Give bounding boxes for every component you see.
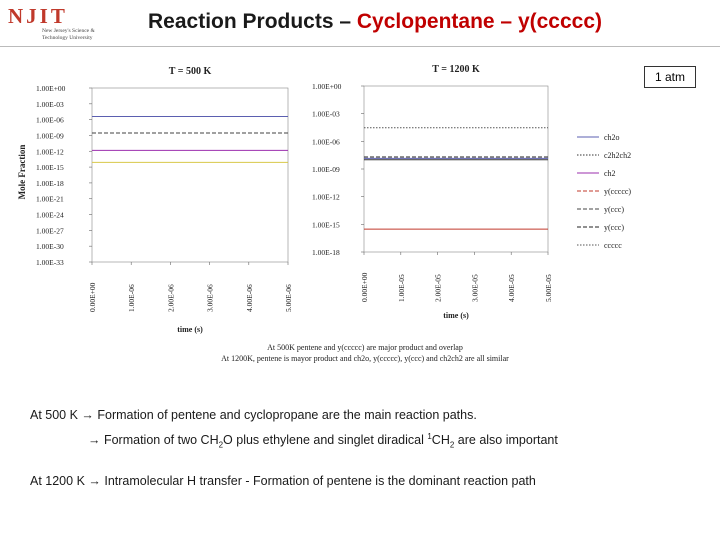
x-tick-label: 1.00E-06: [127, 284, 136, 312]
y-tick-label: 1.00E-12: [36, 147, 64, 156]
y-tick-label: 1.00E-09: [36, 131, 64, 140]
x-tick-label: 1.00E-05: [397, 274, 406, 302]
y-tick-label: 1.00E-30: [36, 242, 64, 251]
title-prefix: Reaction Products –: [148, 10, 357, 33]
logo-mark: NJIT: [8, 4, 68, 28]
legend-entry: y(ccc): [604, 205, 624, 214]
observation-500k-ch2o: → Formation of two CH2O plus ethylene an…: [88, 432, 558, 450]
legend-entry: y(ccccc): [604, 187, 631, 196]
legend-entry: ccccc: [604, 241, 622, 250]
y-tick-label: 1.00E-12: [312, 193, 340, 202]
obs-b-prefix: → Formation of two CH: [88, 433, 219, 448]
x-tick-label: 5.00E-05: [544, 274, 553, 302]
slide-title: Reaction Products – Cyclopentane – y(ccc…: [110, 10, 640, 34]
legend-entry: ch2o: [604, 133, 620, 142]
y-tick-label: 1.00E+00: [36, 84, 66, 93]
y-tick-label: 1.00E-09: [312, 165, 340, 174]
y-tick-label: 1.00E-33: [36, 258, 64, 267]
y-tick-label: 1.00E-06: [312, 137, 340, 146]
y-tick-label: 1.00E-24: [36, 211, 64, 220]
plot-frame: [91, 87, 289, 263]
mole-fraction-figure: Mole Fraction T = 500 K 1.00E+00 1.00E-03 1…: [17, 64, 631, 334]
caption-line-1: At 500K pentene and y(ccccc) are major p…: [267, 343, 463, 352]
title-divider: [0, 46, 720, 47]
pressure-label: 1 atm: [644, 66, 696, 88]
y-tick-label: 1.00E-18: [36, 179, 64, 188]
legend-entry: y(ccc): [604, 223, 624, 232]
legend-entry: ch2: [604, 169, 616, 178]
obs-b-suffix: are also important: [454, 433, 558, 448]
chart-500k: T = 500 K 1.00E+00 1.00E-03 1.00E-06 1.00E-0…: [36, 66, 293, 334]
title-highlight: Cyclopentane – y(ccccc): [356, 10, 602, 33]
observation-500k-paths: At 500 K → Formation of pentene and cycl…: [30, 408, 477, 422]
y-tick-label: 1.00E-21: [36, 195, 64, 204]
x-tick-label: 0.00E+00: [360, 272, 369, 302]
x-tick-label: 4.00E-06: [245, 284, 254, 312]
y-tick-label: 1.00E-15: [312, 220, 340, 229]
y-tick-label: 1.00E-15: [36, 163, 64, 172]
x-tick-label: 3.00E-06: [206, 284, 215, 312]
obs-b-sup: 1: [427, 432, 432, 441]
legend-entry: c2h2ch2: [604, 151, 631, 160]
x-tick-label: 2.00E-06: [166, 284, 175, 312]
y-tick-label: 1.00E-03: [312, 110, 340, 119]
y-tick-label: 1.00E-03: [36, 100, 64, 109]
y-tick-label: 1.00E+00: [312, 82, 342, 91]
x-tick-label: 0.00E+00: [88, 282, 97, 312]
njit-logo: NJIT New Jersey's Science & Technology U…: [8, 4, 108, 48]
y-tick-label: 1.00E-27: [36, 226, 64, 235]
caption-line-2: At 1200K, pentene is mayor product and c…: [221, 354, 509, 363]
figure-caption: At 500K pentene and y(ccccc) are major p…: [150, 342, 580, 364]
logo-subtext: New Jersey's Science & Technology Univer…: [42, 28, 95, 41]
x-tick-label: 2.00E-05: [434, 274, 443, 302]
obs-b-ch: CH: [431, 433, 450, 448]
chart-title: T = 500 K: [169, 66, 212, 77]
plot-frame: [363, 85, 549, 253]
observation-1200k: At 1200 K → Intramolecular H transfer - …: [30, 474, 536, 488]
x-tick-label: 4.00E-05: [507, 274, 516, 302]
x-axis-label: time (s): [443, 311, 469, 320]
obs-b-mid: O plus ethylene and singlet diradical: [223, 433, 428, 448]
x-tick-label: 5.00E-06: [284, 284, 293, 312]
chart-legend: ch2o c2h2ch2 ch2 y(ccccc) y(ccc) y(ccc) ccccc: [577, 133, 631, 250]
obs-b-sub1: 2: [218, 440, 224, 450]
y-tick-label: 1.00E-06: [36, 116, 64, 125]
y-axis-label: Mole Fraction: [17, 145, 27, 200]
x-tick-label: 3.00E-05: [470, 274, 479, 302]
obs-b-sub2: 2: [449, 440, 455, 450]
x-axis-label: time (s): [177, 325, 203, 334]
chart-1200k: T = 1200 K 1.00E+00 1.00E-03 1.00E-06 1.00E-…: [312, 64, 553, 320]
y-tick-label: 1.00E-18: [312, 248, 340, 257]
chart-title: T = 1200 K: [432, 64, 480, 75]
